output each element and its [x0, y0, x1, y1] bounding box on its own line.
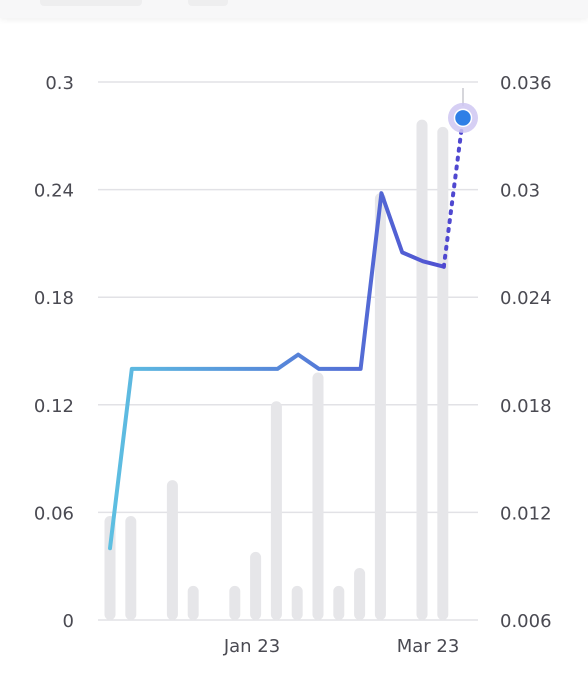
y-left-tick-label: 0.12 [34, 396, 74, 417]
top-toolbar-strip [0, 0, 588, 18]
x-tick-label: Mar 23 [397, 636, 460, 657]
bar [416, 119, 428, 620]
top-tab-hint-1 [40, 0, 142, 6]
bar [229, 585, 241, 620]
y-left-tick-label: 0.18 [34, 288, 74, 309]
current-point-marker[interactable] [453, 108, 473, 128]
bar [250, 551, 262, 620]
y-right-tick-label: 0.018 [500, 396, 552, 417]
y-right-tick-label: 0.024 [500, 288, 552, 309]
bar [354, 567, 366, 620]
line-series [108, 191, 446, 551]
bar [166, 480, 178, 620]
y-left-tick-label: 0.3 [45, 73, 74, 94]
bar [125, 515, 137, 620]
bar [374, 193, 386, 621]
top-tab-hint-2 [188, 0, 228, 6]
y-left-tick-label: 0.24 [34, 181, 74, 202]
y-right-tick-label: 0.03 [500, 181, 540, 202]
bar [312, 372, 324, 620]
y-left-tick-label: 0 [63, 611, 74, 632]
y-right-tick-label: 0.036 [500, 73, 552, 94]
bar [270, 401, 282, 620]
bar [187, 585, 199, 620]
y-right-tick-label: 0.006 [500, 611, 552, 632]
y-right-tick-label: 0.012 [500, 503, 552, 524]
bar [333, 585, 345, 620]
projection-line [441, 115, 465, 269]
x-tick-label: Jan 23 [223, 636, 280, 657]
bar [437, 126, 449, 620]
bar [291, 585, 303, 620]
y-left-tick-label: 0.06 [34, 503, 74, 524]
